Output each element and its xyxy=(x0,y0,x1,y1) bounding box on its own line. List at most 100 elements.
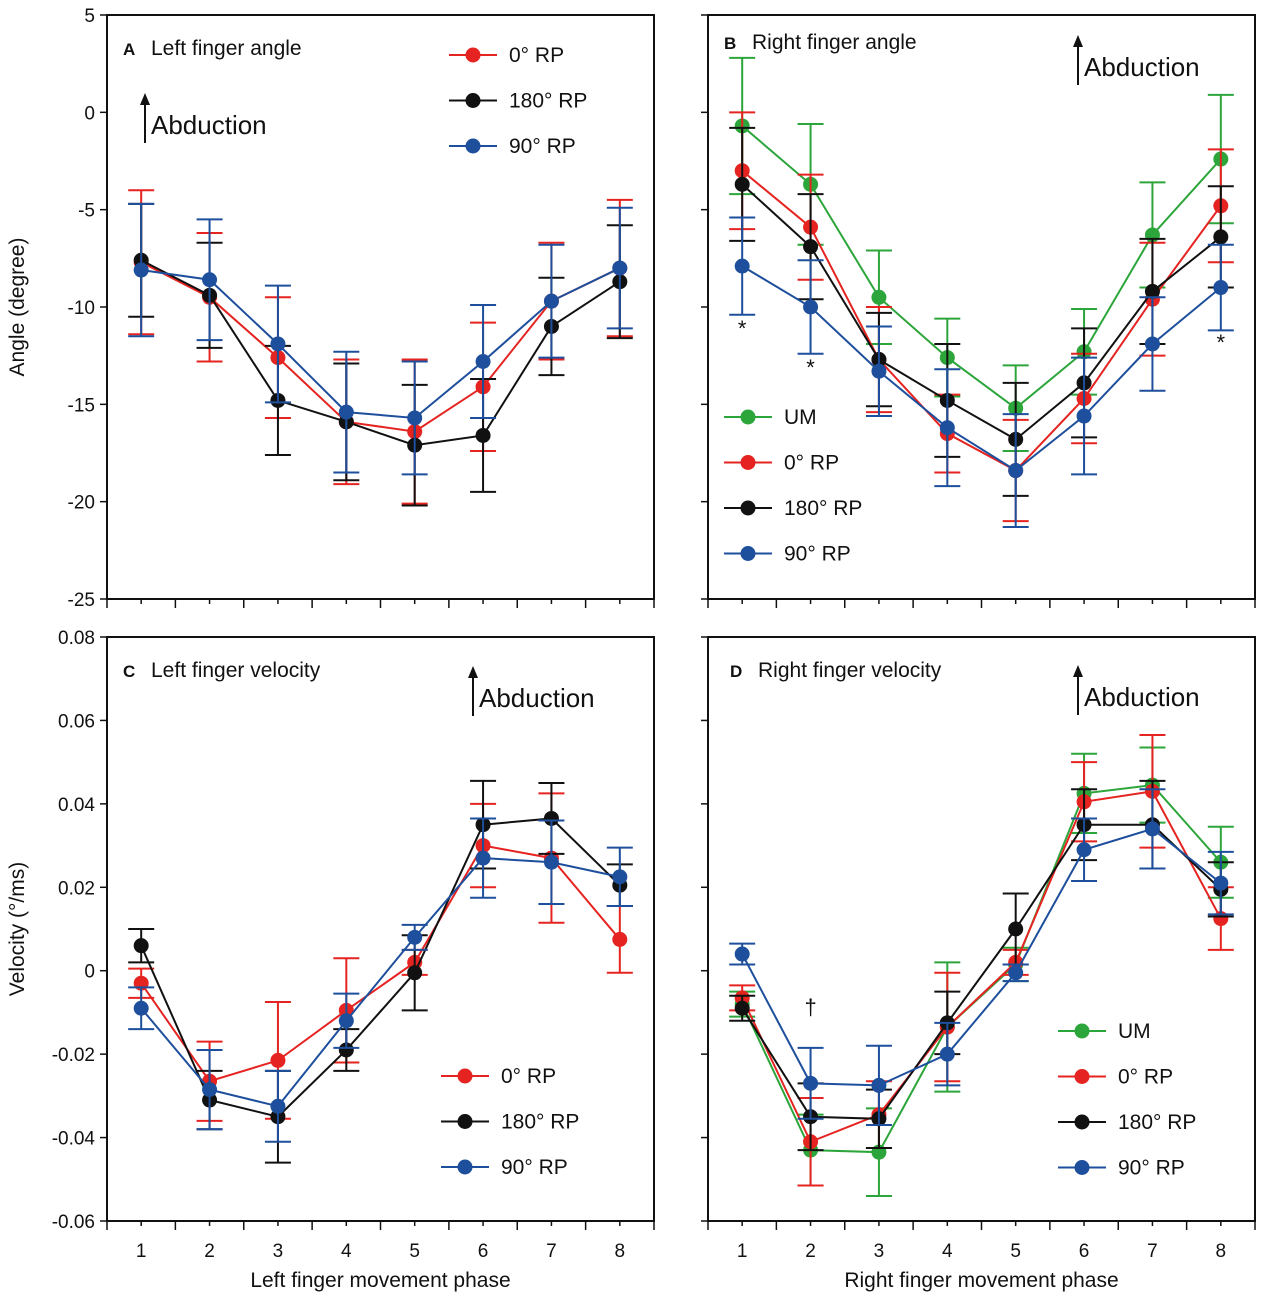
data-point xyxy=(939,420,955,436)
legend-label: 180° RP xyxy=(501,1111,579,1134)
significance-mark: † xyxy=(804,995,816,1020)
data-point xyxy=(1144,821,1160,837)
data-point xyxy=(407,410,423,426)
series-um xyxy=(729,56,1234,453)
data-point xyxy=(734,258,750,274)
data-point xyxy=(338,404,354,420)
legend-label: 180° RP xyxy=(784,497,862,520)
legend-swatch-marker xyxy=(740,546,756,561)
y-tick-label: 0 xyxy=(84,103,95,124)
data-point xyxy=(1076,408,1092,424)
series-line xyxy=(741,827,1222,1087)
x-axis-title: Left finger movement phase xyxy=(250,1269,510,1292)
data-point xyxy=(939,1046,955,1062)
data-point xyxy=(803,239,819,255)
data-point xyxy=(543,810,559,826)
data-point xyxy=(803,299,819,315)
data-point xyxy=(1008,463,1024,479)
y-axis-title: Angle (degree) xyxy=(6,238,29,377)
legend-label: 0° RP xyxy=(784,452,839,475)
data-point xyxy=(202,1082,218,1098)
abduction-label: Abduction xyxy=(1084,52,1200,82)
data-point xyxy=(734,1000,750,1016)
data-point xyxy=(407,965,423,981)
series-line xyxy=(140,857,621,1108)
data-point xyxy=(338,1013,354,1029)
y-tick-label: -15 xyxy=(68,395,95,416)
data-point xyxy=(1008,965,1024,981)
series-line xyxy=(140,844,621,1083)
x-tick-label: 8 xyxy=(1216,1241,1227,1262)
x-axis-title: Right finger movement phase xyxy=(844,1269,1118,1292)
panel-title: Left finger angle xyxy=(151,37,302,60)
x-tick-label: 6 xyxy=(1079,1241,1090,1262)
legend-swatch-marker xyxy=(465,93,481,108)
series-line xyxy=(741,790,1222,1144)
data-point xyxy=(612,260,628,276)
data-point xyxy=(1213,280,1229,296)
up-arrowhead-icon xyxy=(140,93,150,105)
data-point xyxy=(803,1075,819,1091)
data-point xyxy=(475,427,491,443)
data-point xyxy=(133,1000,149,1016)
data-point xyxy=(475,850,491,866)
data-point xyxy=(612,931,628,947)
data-point xyxy=(1144,283,1160,299)
y-tick-label: -0.06 xyxy=(52,1212,95,1233)
significance-mark: * xyxy=(738,316,747,341)
abduction-label: Abduction xyxy=(479,683,595,713)
legend-label: 0° RP xyxy=(509,44,564,67)
data-point xyxy=(612,869,628,885)
x-tick-label: 1 xyxy=(136,1241,147,1262)
x-tick-label: 8 xyxy=(615,1241,626,1262)
series-line xyxy=(741,183,1222,441)
legend-label: UM xyxy=(1118,1020,1151,1043)
legend-swatch-marker xyxy=(740,500,756,516)
legend-label: 0° RP xyxy=(501,1065,556,1088)
data-point xyxy=(871,289,887,305)
series-line xyxy=(140,817,621,1118)
series-90-rp xyxy=(128,202,633,476)
up-arrowhead-icon xyxy=(468,666,478,678)
x-tick-label: 5 xyxy=(409,1241,420,1262)
x-tick-label: 7 xyxy=(1147,1241,1158,1262)
data-point xyxy=(270,1098,286,1114)
legend-label: 0° RP xyxy=(1118,1066,1173,1089)
series-line xyxy=(141,267,621,419)
data-point xyxy=(1213,875,1229,891)
panel-letter: A xyxy=(123,40,135,59)
y-tick-label: 0.06 xyxy=(58,711,95,732)
legend-label: 90° RP xyxy=(501,1156,568,1179)
series-90-rp xyxy=(729,216,1234,528)
data-point xyxy=(338,1042,354,1058)
panel-letter: C xyxy=(123,662,135,681)
data-point xyxy=(202,272,218,288)
panel-b: B Right finger angle Abduction * * * UM 0° RP 18… xyxy=(701,14,1256,608)
series-90-rp xyxy=(128,817,633,1143)
up-arrowhead-icon xyxy=(1073,35,1083,47)
data-point xyxy=(871,363,887,379)
series-line xyxy=(741,169,1222,472)
legend-swatch-marker xyxy=(740,455,756,470)
legend-label: 90° RP xyxy=(509,135,576,158)
y-tick-label: -0.02 xyxy=(52,1045,95,1066)
y-tick-label: 0.08 xyxy=(58,628,95,649)
panel-title: Left finger velocity xyxy=(151,659,321,682)
legend-swatch-marker xyxy=(457,1068,473,1084)
legend: 0° RP 180° RP 90° RP xyxy=(449,44,587,158)
x-tick-label: 3 xyxy=(273,1241,284,1262)
data-point xyxy=(133,262,149,278)
y-tick-label: 0.04 xyxy=(58,795,95,816)
y-tick-label: -10 xyxy=(68,298,95,319)
data-point xyxy=(270,336,286,352)
legend: UM 0° RP 180° RP 90° RP xyxy=(724,406,862,566)
x-tick-label: 3 xyxy=(874,1241,885,1262)
series-line xyxy=(140,259,621,447)
data-point xyxy=(133,938,149,954)
data-point xyxy=(1008,921,1024,937)
data-point xyxy=(270,1052,286,1068)
panel-letter: B xyxy=(724,34,736,53)
legend-swatch-marker xyxy=(1074,1023,1090,1039)
data-point xyxy=(871,1077,887,1093)
